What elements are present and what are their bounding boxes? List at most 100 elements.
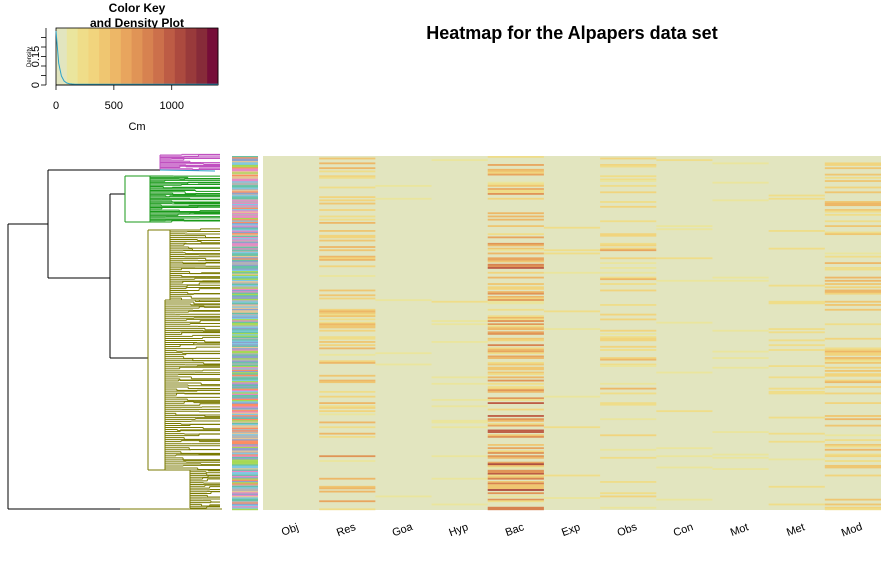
heatmap-cell	[600, 392, 657, 395]
side-bar-cell	[232, 386, 258, 388]
heatmap-cell	[487, 242, 544, 245]
heatmap-cell	[768, 300, 825, 303]
side-bar-cell	[232, 297, 258, 300]
heatmap-cell	[319, 321, 376, 324]
side-bar-cell	[232, 187, 258, 190]
heatmap-cell	[319, 234, 376, 237]
heatmap-cell	[600, 329, 657, 332]
heatmap-cell	[487, 189, 544, 192]
heatmap-cell	[768, 247, 825, 250]
heatmap-cell	[319, 289, 376, 292]
side-bar-cell	[232, 417, 258, 420]
heatmap-cell	[487, 170, 544, 173]
heatmap-cell	[487, 299, 544, 302]
color-key-swatch	[131, 28, 143, 85]
side-bar-cell	[232, 467, 258, 469]
color-key-gradient	[56, 28, 219, 85]
heatmap-cell	[600, 349, 657, 351]
side-bar-cell	[232, 425, 258, 427]
heatmap-cell	[487, 172, 544, 174]
heatmap-cell	[487, 350, 544, 353]
heatmap-cell	[768, 328, 825, 330]
side-bar-cell	[232, 381, 258, 383]
heatmap-cell	[656, 498, 713, 501]
heatmap-cell	[487, 337, 544, 340]
column-label: Goa	[391, 521, 415, 540]
heatmap-cell	[487, 373, 544, 376]
heatmap-cell	[768, 503, 825, 506]
heatmap-cell	[824, 460, 881, 462]
heatmap-cell	[375, 184, 432, 187]
heatmap-cell	[319, 310, 376, 313]
heatmap-cell	[319, 294, 376, 297]
heatmap-cell	[487, 474, 544, 477]
heatmap-cell	[824, 357, 881, 359]
heatmap-cell	[487, 376, 544, 379]
color-key: Color Key and Density Plot 0 500 1000 00.1…	[27, 1, 219, 133]
heatmap-cell	[487, 173, 544, 176]
heatmap-cell	[768, 197, 825, 200]
side-bar-cell	[232, 362, 258, 364]
side-bar-cell	[232, 331, 258, 334]
side-bar-cell	[232, 330, 258, 332]
side-bar-cell	[232, 504, 258, 507]
heatmap-cell	[824, 291, 881, 293]
side-bar-cell	[232, 377, 258, 379]
heatmap-cell	[319, 360, 376, 363]
heatmap-cell	[487, 386, 544, 388]
heatmap-cell	[824, 191, 881, 194]
side-bar-cell	[232, 445, 258, 447]
heatmap-cell	[319, 312, 376, 314]
heatmap-cell	[656, 159, 713, 162]
heatmap-cell	[824, 180, 881, 182]
side-bar-cell	[232, 166, 258, 168]
side-bar-cell	[232, 349, 258, 351]
heatmap-cell	[487, 291, 544, 293]
side-bar-cell	[232, 400, 258, 402]
side-bar-cell	[232, 161, 258, 163]
heatmap-cell	[768, 392, 825, 395]
heatmap-cell	[824, 286, 881, 289]
heatmap-cell	[824, 323, 881, 326]
side-bar-cell	[232, 302, 258, 305]
heatmap-cell	[824, 453, 881, 456]
side-bar-cell	[232, 463, 258, 465]
heatmap-cell	[319, 246, 376, 248]
heatmap-cell	[487, 366, 544, 369]
heatmap-cell	[487, 471, 544, 474]
dendrogram-branch	[159, 169, 216, 172]
side-bar-cell	[232, 446, 258, 449]
heatmap-cell	[487, 371, 544, 374]
side-bar-cell	[232, 301, 258, 303]
heatmap-cell	[487, 297, 544, 300]
heatmap-cell	[487, 302, 544, 305]
heatmap-cell	[656, 321, 713, 324]
side-bar-cell	[232, 473, 258, 475]
heatmap-cell	[487, 249, 544, 252]
side-bar-cell	[232, 169, 258, 172]
heatmap-cell	[319, 324, 376, 327]
heatmap-cell	[431, 320, 488, 322]
heatmap-cell	[319, 186, 376, 189]
side-bar-cell	[232, 162, 258, 164]
side-bar-cell	[232, 231, 258, 234]
side-bar-cell	[232, 290, 258, 292]
side-bar-cell	[232, 498, 258, 501]
heatmap-cell	[600, 382, 657, 385]
side-bar-cell	[232, 282, 258, 284]
heatmap-cell	[487, 355, 544, 358]
side-bar-cell	[232, 348, 258, 350]
heatmap-cell	[824, 347, 881, 350]
heatmap-cell	[824, 173, 881, 176]
side-bar-cell	[232, 325, 258, 327]
heatmap-cell	[824, 424, 881, 427]
side-bar-cell	[232, 346, 258, 349]
heatmap-cell	[487, 156, 544, 158]
heatmap-cell	[487, 424, 544, 427]
heatmap-cell	[768, 416, 825, 419]
heatmap-cell	[375, 197, 432, 200]
side-bar-cell	[232, 196, 258, 198]
side-bar-cell	[232, 427, 258, 430]
side-bar-cell	[232, 379, 258, 382]
heatmap-cell	[824, 379, 881, 382]
